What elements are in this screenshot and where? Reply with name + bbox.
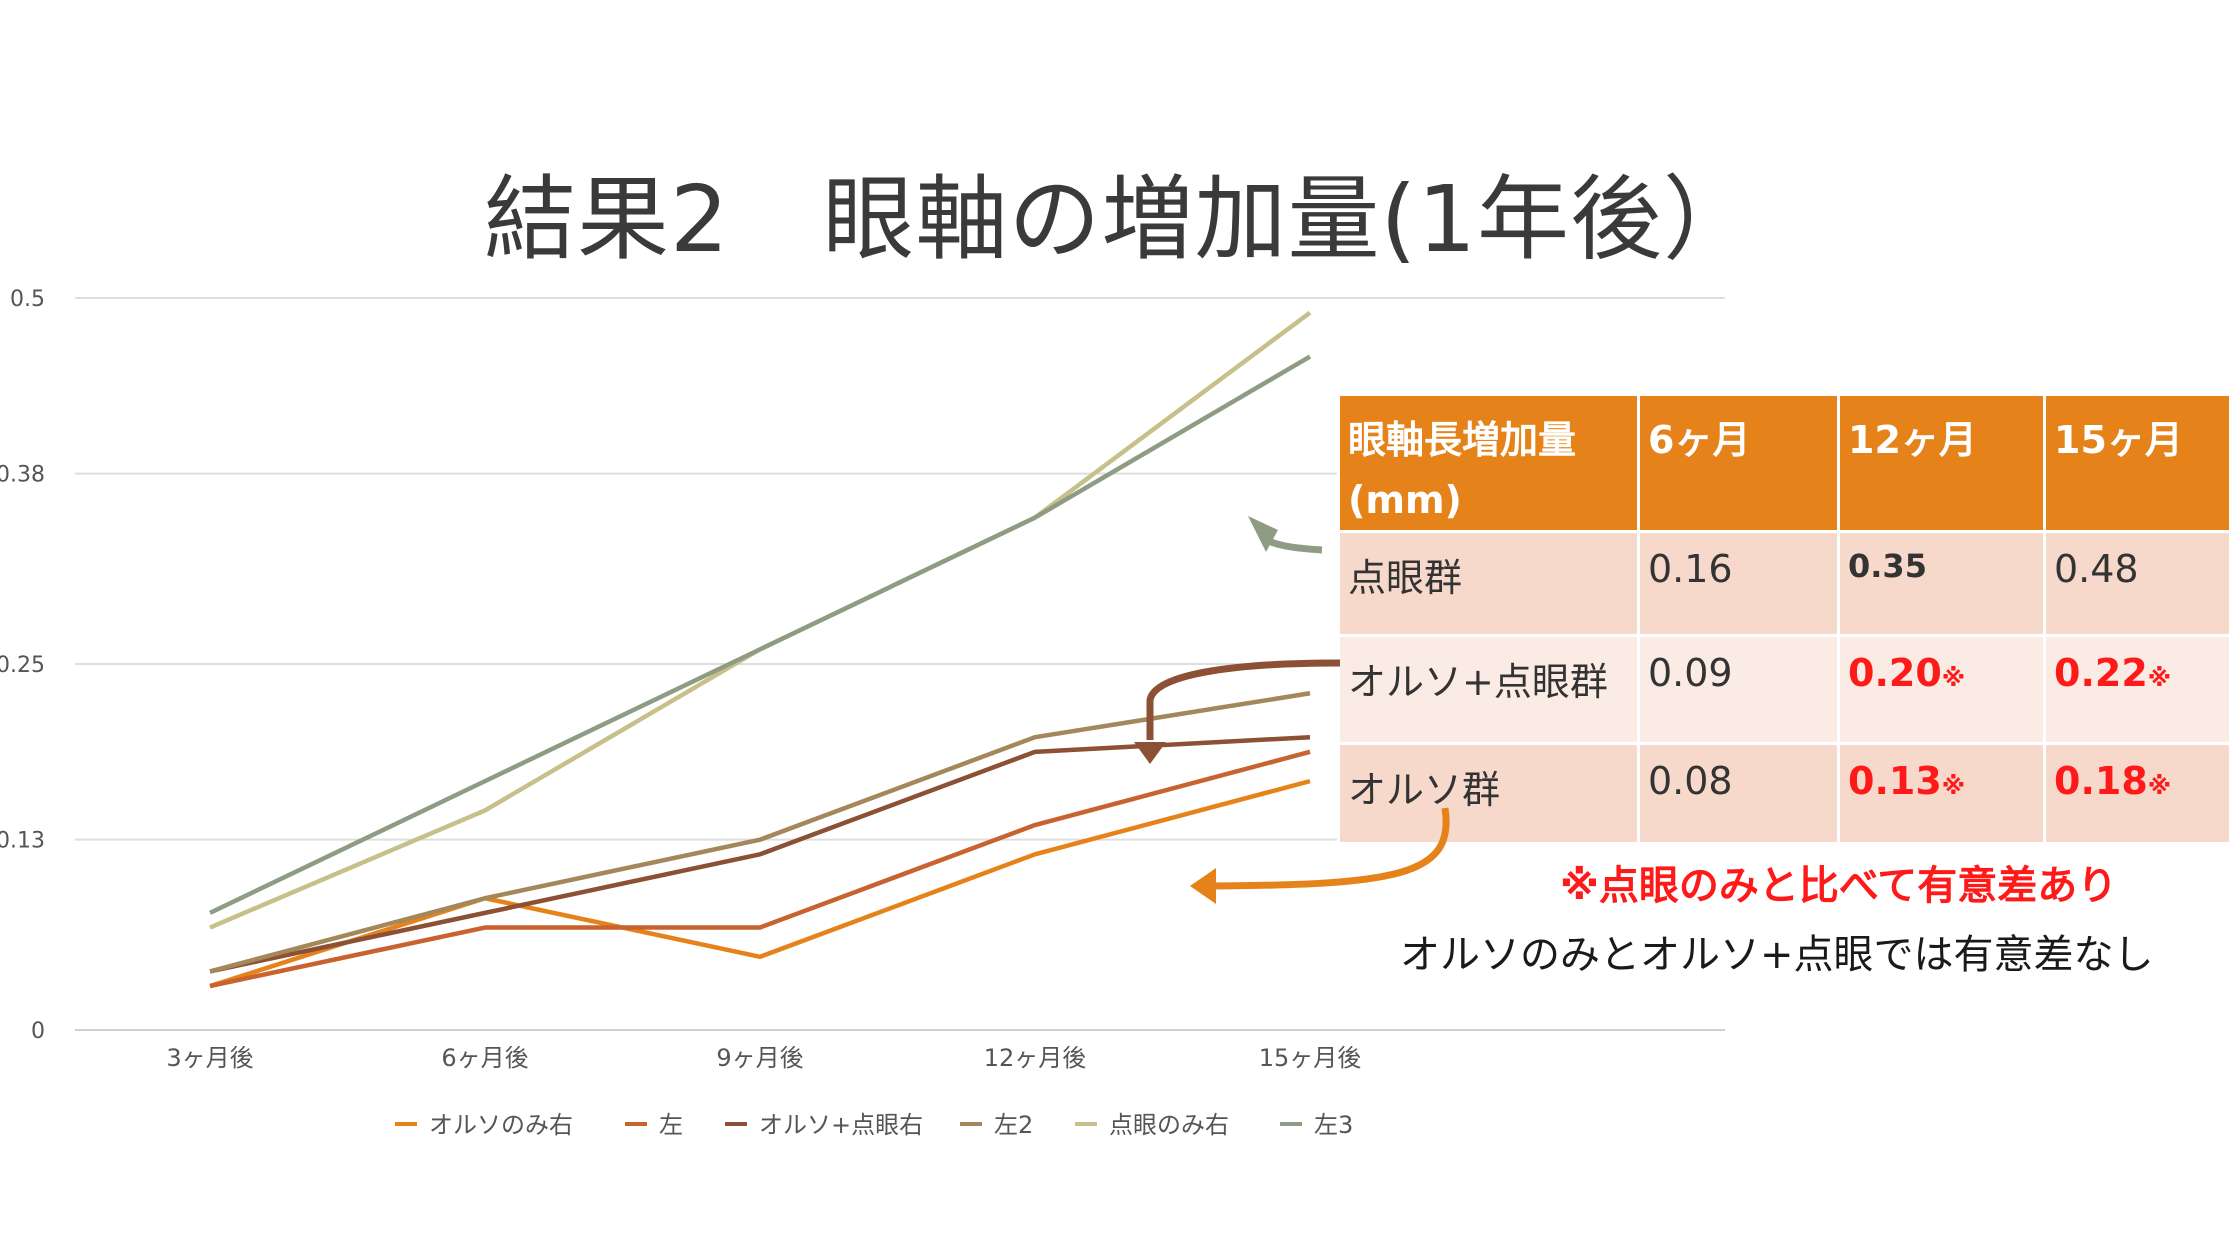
table-row: オルソ群 0.08 0.13※ 0.18※ [1337,742,2232,845]
table-header-6m: 6ヶ月 [1637,393,1840,533]
row-label: オルソ群 [1337,742,1640,845]
series-line-3 [209,734,1311,974]
significance-note: ※点眼のみと比べて有意差あり [1560,863,2118,909]
cell-value-significant: 0.13※ [1837,742,2046,845]
legend-label: 左 [659,1111,683,1139]
cell-value-significant: 0.22※ [2043,634,2232,745]
legend-label: 点眼のみ右 [1109,1111,1229,1139]
results-table: 眼軸長増加量 (mm) 6ヶ月 12ヶ月 15ヶ月 点眼群 0.16 0.35 0… [1337,393,2232,845]
cell-value: 0.16 [1637,530,1840,637]
row-label: オルソ+点眼群 [1337,634,1640,745]
table-row: オルソ+点眼群 0.09 0.20※ 0.22※ [1337,634,2232,745]
cell-value: 0.48 [2043,530,2232,637]
table-header-row: 眼軸長増加量 (mm) 6ヶ月 12ヶ月 15ヶ月 [1337,393,2232,533]
chart-legend: オルソのみ右 左 オルソ+点眼右 左2 点眼のみ右 左3 [395,1111,1353,1139]
series-line-6 [209,354,1312,915]
cell-value: 0.08 [1637,742,1840,845]
y-tick-label: 0.13 [0,829,45,854]
slide-title: 結果2 眼軸の増加量(1年後） [484,166,1756,273]
y-tick-label: 0.5 [10,287,45,312]
table-header-label: 眼軸長増加量 (mm) [1337,393,1640,533]
row-label: 点眼群 [1337,530,1640,637]
y-tick-label: 0.38 [0,463,45,488]
table-header-15m: 15ヶ月 [2043,393,2232,533]
y-tick-label: 0 [31,1019,45,1044]
y-tick-labels: 0 0.13 0.25 0.38 0.5 [0,287,45,1044]
y-tick-label: 0.25 [0,653,45,678]
legend-label: オルソのみ右 [429,1111,573,1139]
series-lines [209,310,1312,989]
cell-value: 0.09 [1637,634,1840,745]
table-header-12m: 12ヶ月 [1837,393,2046,533]
series-line-4 [209,691,1311,974]
x-tick-labels: 3ヶ月後 6ヶ月後 9ヶ月後 12ヶ月後 15ヶ月後 [166,1044,1361,1072]
legend-label: 左2 [994,1111,1033,1139]
legend-label: オルソ+点眼右 [759,1111,923,1139]
legend-label: 左3 [1314,1111,1353,1139]
cell-value-significant: 0.18※ [2043,742,2232,845]
table-row: 点眼群 0.16 0.35 0.48 [1337,530,2232,637]
x-tick-label: 6ヶ月後 [441,1044,528,1072]
cell-value: 0.35 [1837,530,2046,637]
x-tick-label: 12ヶ月後 [984,1044,1087,1072]
x-tick-label: 15ヶ月後 [1259,1044,1362,1072]
x-tick-label: 3ヶ月後 [166,1044,253,1072]
series-line-1 [209,778,1311,989]
series-line-2 [209,749,1311,989]
cell-value-significant: 0.20※ [1837,634,2046,745]
x-tick-label: 9ヶ月後 [716,1044,803,1072]
no-significance-note: オルソのみとオルソ+点眼では有意差なし [1400,932,2154,978]
